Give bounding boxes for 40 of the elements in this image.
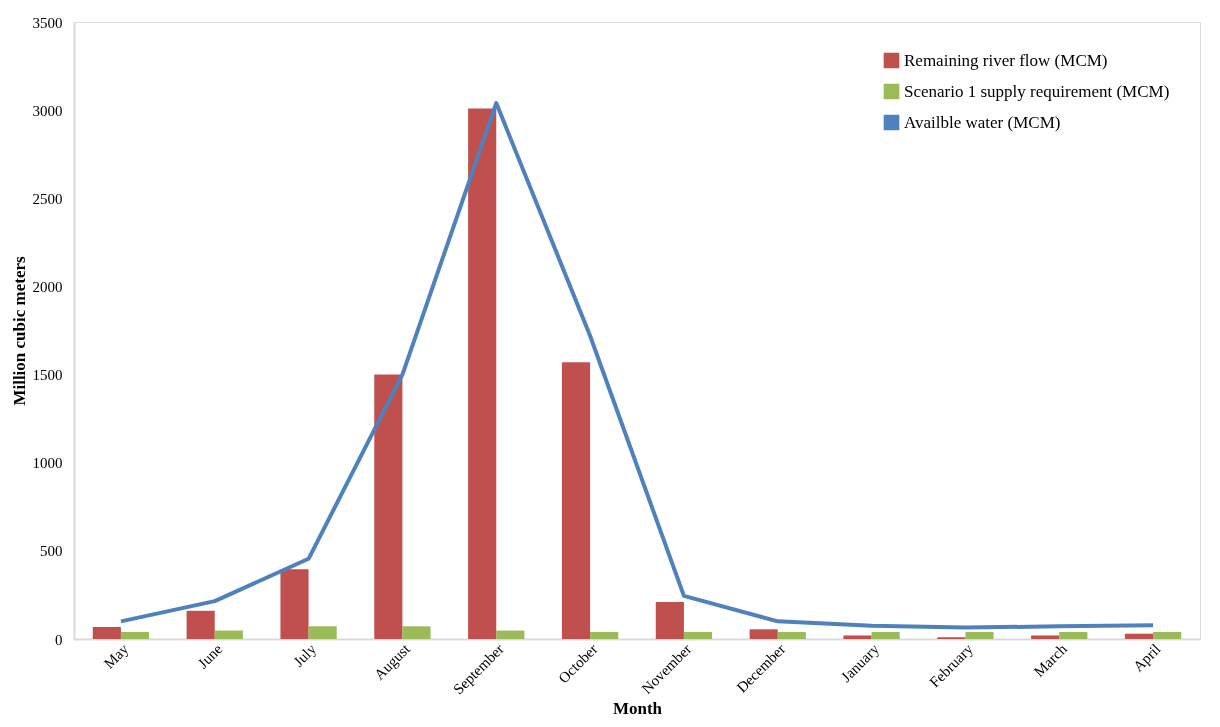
legend-label: Scenario 1 supply requirement (MCM) bbox=[904, 81, 1170, 101]
line-series bbox=[118, 101, 1156, 630]
bar bbox=[561, 362, 591, 639]
bar bbox=[1124, 633, 1154, 639]
bar bbox=[308, 626, 337, 639]
y-axis-title: Million cubic meters bbox=[9, 256, 29, 406]
x-tick-label: May bbox=[100, 640, 132, 672]
x-tick-label: July bbox=[290, 640, 320, 670]
y-tick-label: 2500 bbox=[32, 190, 63, 207]
bar bbox=[280, 569, 309, 639]
bar bbox=[1031, 635, 1060, 639]
bar bbox=[590, 631, 619, 639]
bar bbox=[1059, 631, 1088, 639]
bar bbox=[843, 635, 872, 639]
bar bbox=[92, 627, 121, 639]
bar bbox=[777, 631, 806, 639]
x-tick-label: June bbox=[194, 640, 226, 672]
bar bbox=[214, 630, 243, 639]
bar bbox=[120, 631, 150, 639]
bar bbox=[186, 610, 215, 639]
bar bbox=[1153, 631, 1182, 639]
y-tick-label: 1000 bbox=[32, 455, 63, 472]
bar bbox=[402, 626, 431, 639]
bar bbox=[374, 374, 403, 639]
y-tick-label: 1500 bbox=[32, 367, 63, 384]
legend-label: Remaining river flow (MCM) bbox=[904, 50, 1108, 70]
bar bbox=[749, 629, 778, 639]
y-tick-label: 500 bbox=[40, 543, 63, 560]
bar bbox=[965, 631, 994, 639]
y-tick-label: 0 bbox=[55, 631, 63, 648]
bar bbox=[683, 631, 713, 639]
y-tick-label: 3500 bbox=[32, 14, 63, 31]
y-tick-label: 2000 bbox=[32, 278, 63, 295]
bar bbox=[871, 631, 900, 639]
y-tick-label: 3000 bbox=[32, 102, 63, 119]
bar bbox=[468, 108, 497, 639]
x-axis-title: Month bbox=[612, 699, 663, 719]
bar bbox=[496, 630, 525, 639]
bar bbox=[655, 601, 684, 639]
legend-label: Availble water (MCM) bbox=[904, 112, 1061, 132]
